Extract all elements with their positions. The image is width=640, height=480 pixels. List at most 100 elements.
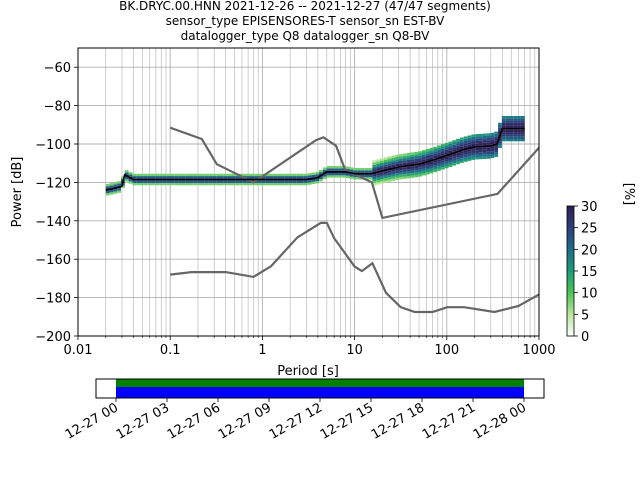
density-cell	[452, 147, 457, 150]
density-cell	[498, 129, 502, 132]
density-cell	[140, 176, 144, 179]
density-cell	[395, 175, 400, 178]
density-cell	[440, 167, 445, 170]
density-cell	[463, 141, 468, 144]
density-cell	[174, 182, 179, 186]
density-cell	[383, 173, 388, 176]
density-cell	[410, 173, 415, 176]
density-cell	[418, 155, 422, 159]
density-cell	[193, 173, 198, 177]
noise-models	[169, 126, 539, 314]
y-tick-label: −140	[35, 215, 71, 230]
density-cell	[231, 173, 236, 177]
density-cell	[509, 132, 514, 135]
density-cell	[421, 157, 426, 160]
density-cell	[456, 159, 460, 162]
density-cell	[296, 180, 301, 183]
density-cell	[520, 132, 525, 135]
density-cell	[178, 173, 182, 177]
density-cell	[482, 142, 487, 146]
density-cell	[475, 157, 480, 160]
density-cell	[402, 160, 407, 163]
density-cell	[517, 136, 521, 140]
density-cell	[467, 151, 472, 154]
density-cell	[391, 169, 396, 172]
density-cell	[467, 142, 472, 145]
density-cell	[501, 129, 506, 133]
density-cell	[498, 145, 502, 149]
density-cell	[437, 161, 441, 164]
density-cell	[353, 177, 358, 180]
density-cell	[501, 120, 506, 123]
density-cell	[418, 167, 422, 170]
density-cell	[418, 160, 422, 163]
density-cell	[425, 155, 430, 159]
title-line-3: datalogger_type Q8 datalogger_sn Q8-BV	[181, 29, 431, 43]
density-cell	[429, 161, 434, 165]
density-cell	[421, 159, 426, 162]
density-cell	[429, 166, 434, 169]
density-cell	[170, 182, 175, 186]
density-cell	[204, 176, 209, 179]
density-cell	[155, 182, 160, 186]
density-cell	[307, 182, 312, 185]
density-cell	[448, 162, 453, 165]
timeline-tick-label: 12-27 21	[420, 400, 478, 442]
density-cell	[414, 168, 419, 171]
density-cell	[326, 166, 331, 169]
density-cell	[418, 158, 422, 161]
density-cell	[498, 127, 502, 130]
density-cell	[387, 158, 392, 162]
density-cell	[265, 180, 270, 183]
density-cell	[513, 118, 518, 121]
density-cell	[383, 157, 388, 160]
density-cell	[143, 180, 148, 183]
density-cell	[376, 173, 380, 176]
density-cell	[220, 173, 224, 177]
density-cell	[486, 140, 491, 143]
density-cell	[395, 159, 400, 162]
density-cell	[486, 142, 491, 145]
density-cell	[387, 161, 392, 164]
colorbar-gradient	[566, 205, 575, 337]
density-cell	[341, 168, 346, 171]
density-cell	[117, 181, 121, 184]
density-cell	[246, 173, 251, 177]
density-cell	[170, 176, 175, 179]
density-cell	[482, 152, 487, 155]
density-cell	[391, 164, 396, 168]
density-cell	[456, 157, 460, 160]
density-cell	[463, 152, 468, 155]
density-cell	[486, 135, 491, 138]
density-cell	[494, 150, 499, 153]
density-cell	[399, 174, 403, 178]
density-cell	[140, 180, 144, 183]
density-cell	[479, 136, 483, 139]
density-cell	[482, 135, 487, 139]
density-cell	[334, 166, 339, 169]
density-cell	[448, 150, 453, 154]
density-cell	[456, 143, 460, 146]
density-cell	[239, 180, 243, 183]
density-cell	[284, 176, 289, 179]
density-cell	[459, 142, 464, 145]
density-cell	[406, 159, 411, 163]
density-cell	[482, 138, 487, 141]
density-cell	[517, 120, 521, 123]
density-cell	[433, 162, 438, 166]
density-cell	[189, 182, 194, 186]
density-cell	[296, 173, 301, 177]
density-cell	[250, 176, 255, 179]
density-cell	[151, 180, 156, 183]
density-cell	[395, 161, 400, 164]
density-cell	[459, 151, 464, 154]
density-cell	[117, 190, 121, 193]
x-tick-label: 1000	[522, 343, 555, 358]
density-cell	[414, 170, 419, 173]
density-cell	[471, 152, 476, 156]
density-cell	[437, 166, 441, 169]
timeline-tick-label: 12-27 00	[63, 400, 121, 442]
density-cell	[494, 131, 499, 134]
density-cell	[471, 150, 476, 153]
density-cell	[452, 142, 457, 145]
